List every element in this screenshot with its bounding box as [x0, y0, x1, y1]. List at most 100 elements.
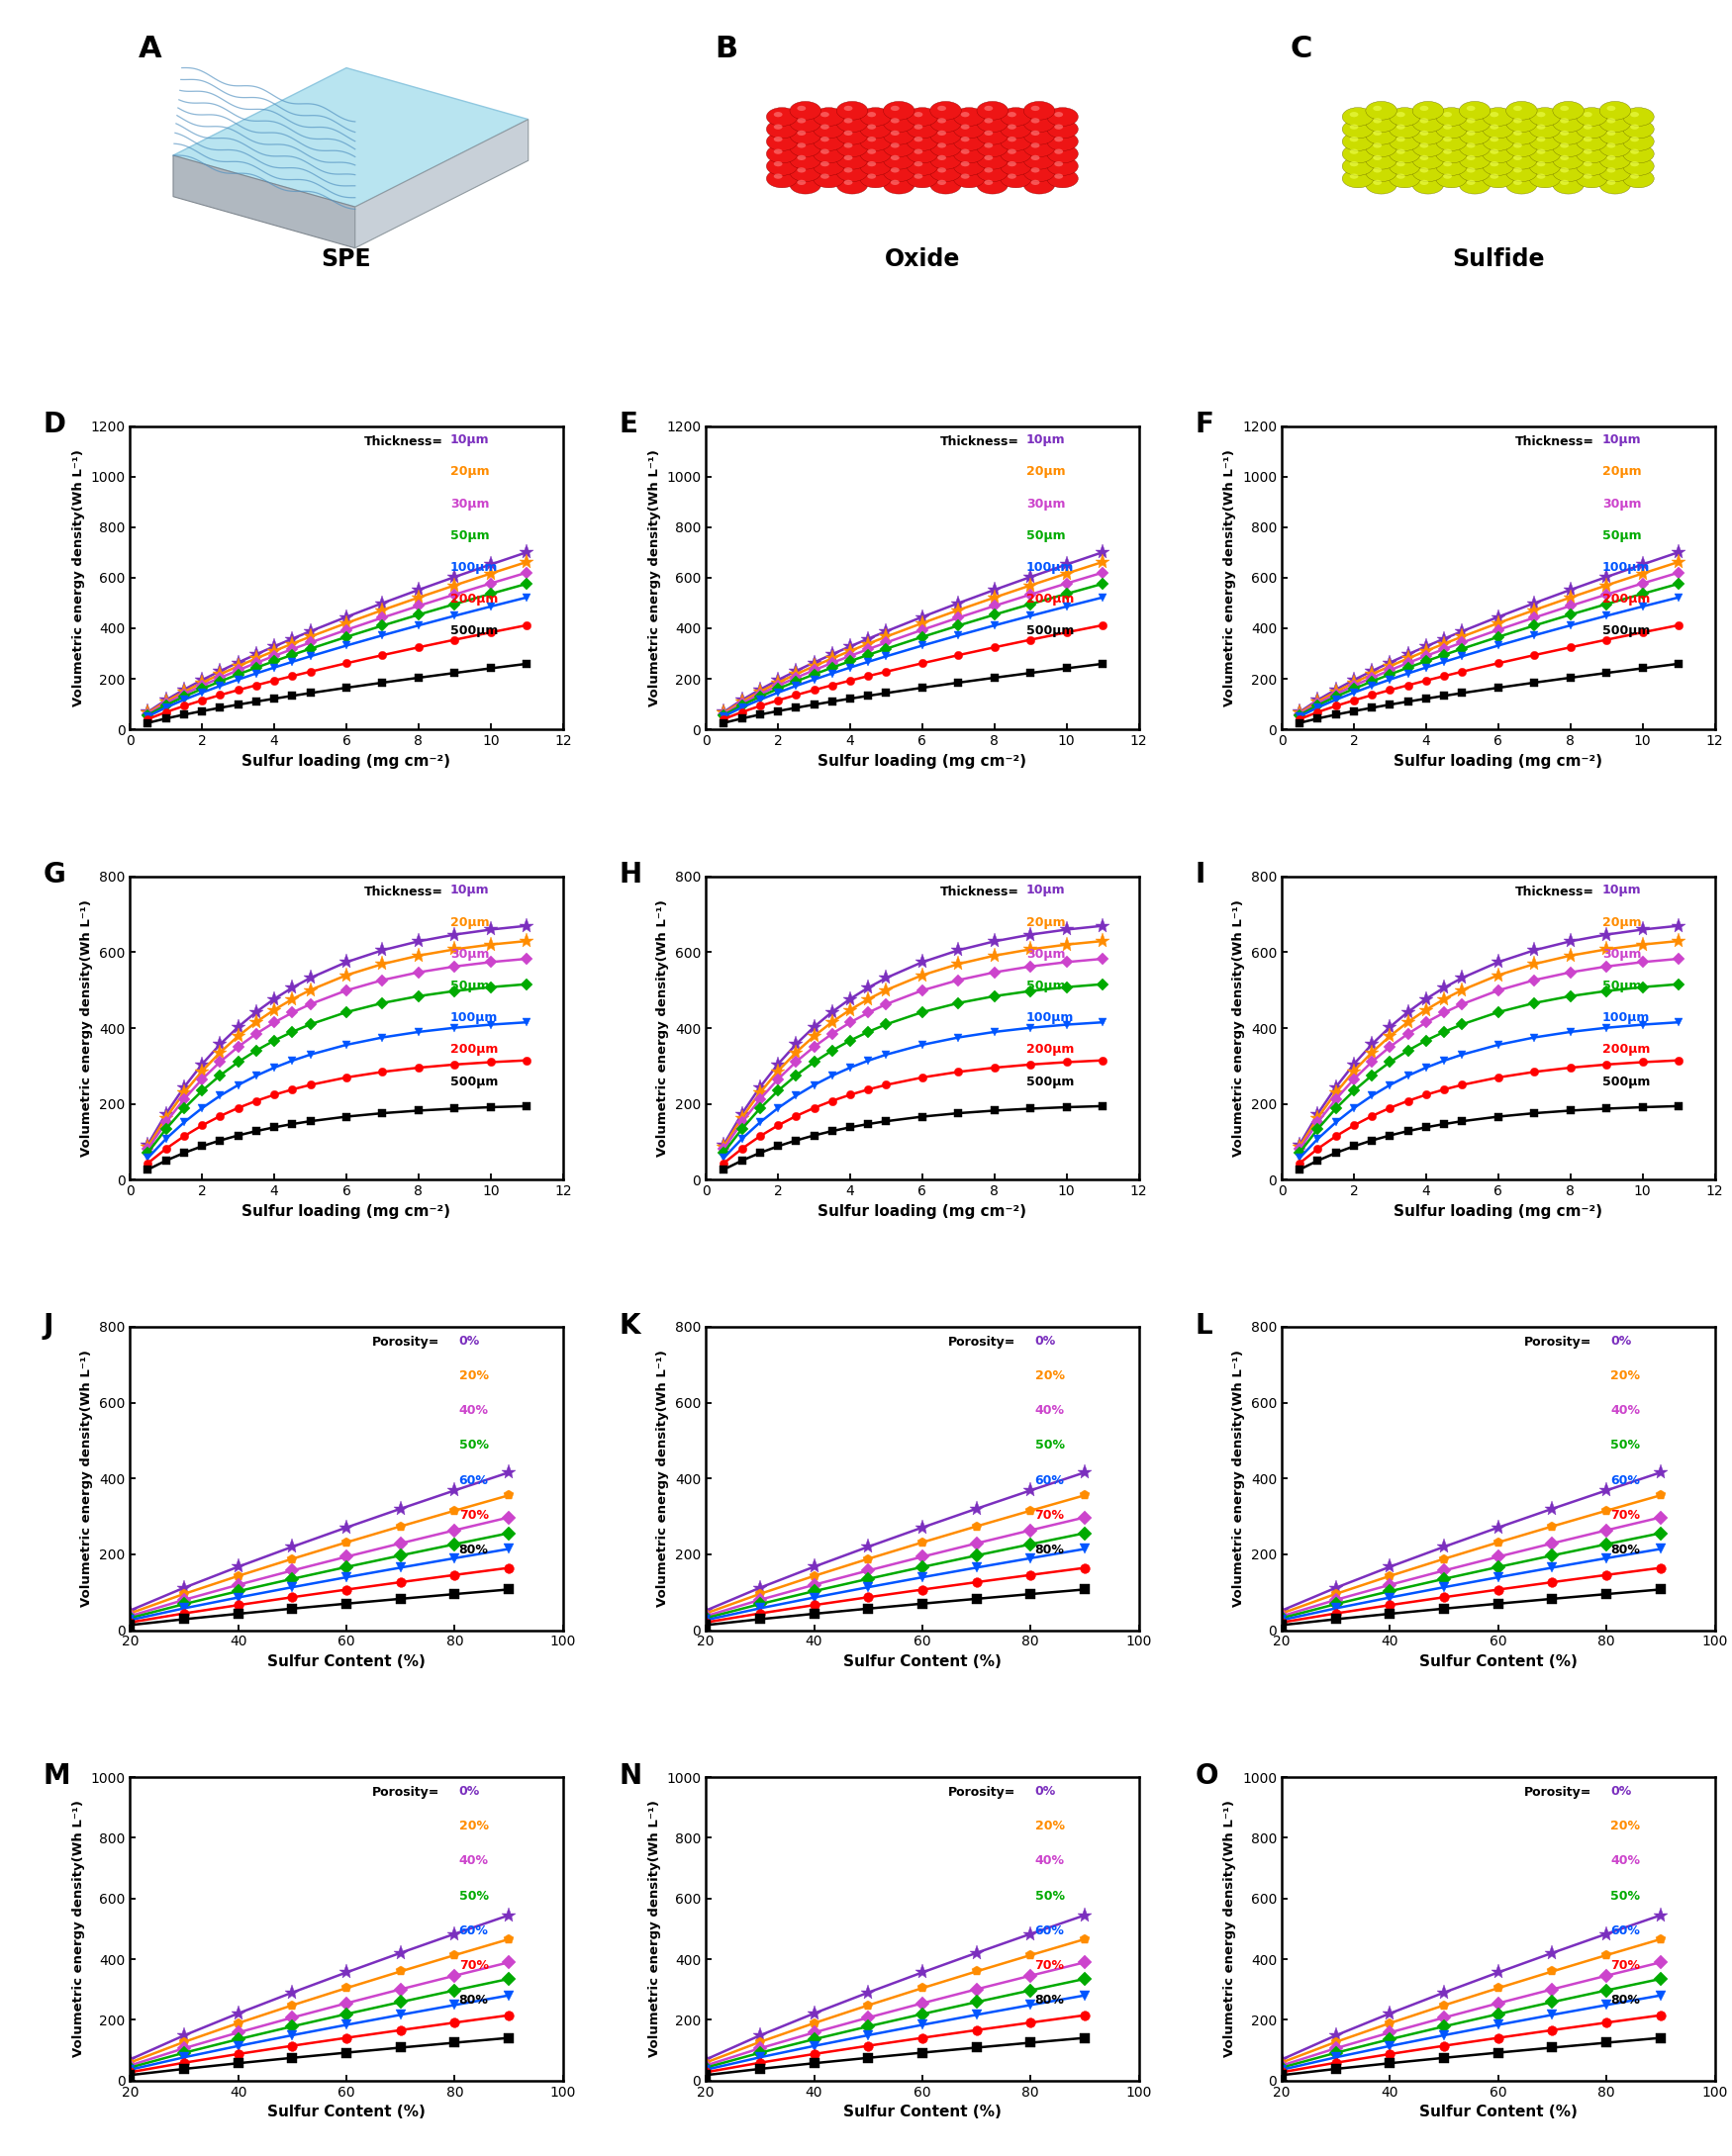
Text: E: E [620, 412, 637, 438]
Circle shape [1373, 119, 1382, 123]
Circle shape [774, 149, 783, 153]
Circle shape [883, 175, 914, 194]
Circle shape [821, 175, 830, 179]
Circle shape [861, 170, 892, 188]
Text: 50%: 50% [1611, 1889, 1640, 1902]
Circle shape [1483, 108, 1514, 125]
Circle shape [953, 144, 984, 164]
Circle shape [1630, 149, 1638, 153]
Text: 10μm: 10μm [450, 433, 490, 446]
Text: Porosity=: Porosity= [372, 1337, 440, 1350]
Circle shape [821, 125, 830, 129]
Text: 60%: 60% [459, 1925, 488, 1938]
Circle shape [837, 125, 868, 144]
Circle shape [914, 149, 923, 153]
Circle shape [1436, 144, 1467, 164]
Circle shape [1458, 175, 1490, 194]
Circle shape [914, 162, 923, 166]
Circle shape [821, 136, 830, 142]
Circle shape [1576, 132, 1607, 151]
Circle shape [1420, 142, 1429, 149]
Text: Porosity=: Porosity= [949, 1337, 1017, 1350]
Circle shape [1507, 151, 1538, 170]
Circle shape [1600, 175, 1632, 194]
Circle shape [1561, 142, 1569, 149]
Circle shape [1436, 157, 1467, 175]
Circle shape [1554, 164, 1585, 181]
Circle shape [1529, 144, 1561, 164]
Circle shape [953, 157, 984, 175]
Circle shape [1507, 114, 1538, 132]
Circle shape [1623, 108, 1654, 125]
Circle shape [1507, 164, 1538, 181]
Circle shape [1443, 162, 1451, 166]
Circle shape [1055, 112, 1063, 116]
Circle shape [1349, 136, 1358, 142]
Circle shape [1623, 157, 1654, 175]
Circle shape [1443, 175, 1451, 179]
Text: 80%: 80% [1611, 1994, 1640, 2007]
Circle shape [1490, 162, 1498, 166]
Circle shape [868, 162, 876, 166]
Text: 20μm: 20μm [450, 466, 490, 479]
Text: 200μm: 200μm [1025, 1044, 1074, 1056]
Circle shape [984, 142, 992, 149]
Circle shape [1349, 175, 1358, 179]
Circle shape [837, 138, 868, 157]
Circle shape [1507, 125, 1538, 144]
Circle shape [1349, 149, 1358, 153]
Circle shape [1536, 162, 1545, 166]
Circle shape [1490, 175, 1498, 179]
Circle shape [1436, 121, 1467, 138]
Circle shape [1389, 121, 1420, 138]
Circle shape [1436, 170, 1467, 188]
Text: 20μm: 20μm [1025, 916, 1065, 929]
Circle shape [1413, 125, 1444, 144]
Circle shape [767, 108, 797, 125]
Circle shape [1514, 168, 1522, 172]
Y-axis label: Volumetric energy density(Wh L⁻¹): Volumetric energy density(Wh L⁻¹) [73, 1800, 85, 2057]
Circle shape [1367, 151, 1398, 170]
Circle shape [1396, 112, 1405, 116]
Circle shape [1583, 162, 1592, 166]
Circle shape [1396, 175, 1405, 179]
Circle shape [1483, 121, 1514, 138]
Circle shape [890, 129, 899, 136]
Circle shape [814, 132, 845, 151]
Circle shape [908, 144, 939, 164]
Circle shape [1031, 119, 1039, 123]
Y-axis label: Volumetric energy density(Wh L⁻¹): Volumetric energy density(Wh L⁻¹) [81, 1350, 94, 1606]
Text: 30μm: 30μm [450, 498, 490, 511]
Text: 40%: 40% [459, 1854, 488, 1867]
Circle shape [790, 114, 821, 132]
Circle shape [797, 129, 805, 136]
Circle shape [1607, 155, 1616, 160]
Text: 70%: 70% [1036, 1960, 1065, 1973]
Circle shape [1554, 175, 1585, 194]
Circle shape [1490, 149, 1498, 153]
Text: 10μm: 10μm [1025, 433, 1065, 446]
Text: 20μm: 20μm [1025, 466, 1065, 479]
Circle shape [1561, 106, 1569, 110]
Text: 100μm: 100μm [1602, 561, 1651, 573]
Circle shape [767, 144, 797, 164]
Circle shape [1600, 164, 1632, 181]
Circle shape [1342, 108, 1373, 125]
Text: N: N [620, 1761, 643, 1789]
Text: 70%: 70% [1036, 1509, 1065, 1522]
Circle shape [1458, 138, 1490, 157]
Circle shape [861, 157, 892, 175]
Circle shape [1483, 132, 1514, 151]
Circle shape [1583, 136, 1592, 142]
Circle shape [1490, 125, 1498, 129]
Text: 40%: 40% [1611, 1404, 1640, 1416]
Circle shape [1413, 175, 1444, 194]
Circle shape [1467, 119, 1476, 123]
Text: 500μm: 500μm [1025, 1076, 1074, 1089]
Circle shape [1576, 157, 1607, 175]
Circle shape [984, 179, 992, 185]
Circle shape [1413, 138, 1444, 157]
Circle shape [1623, 170, 1654, 188]
Text: 50%: 50% [1036, 1889, 1065, 1902]
Circle shape [797, 106, 805, 110]
